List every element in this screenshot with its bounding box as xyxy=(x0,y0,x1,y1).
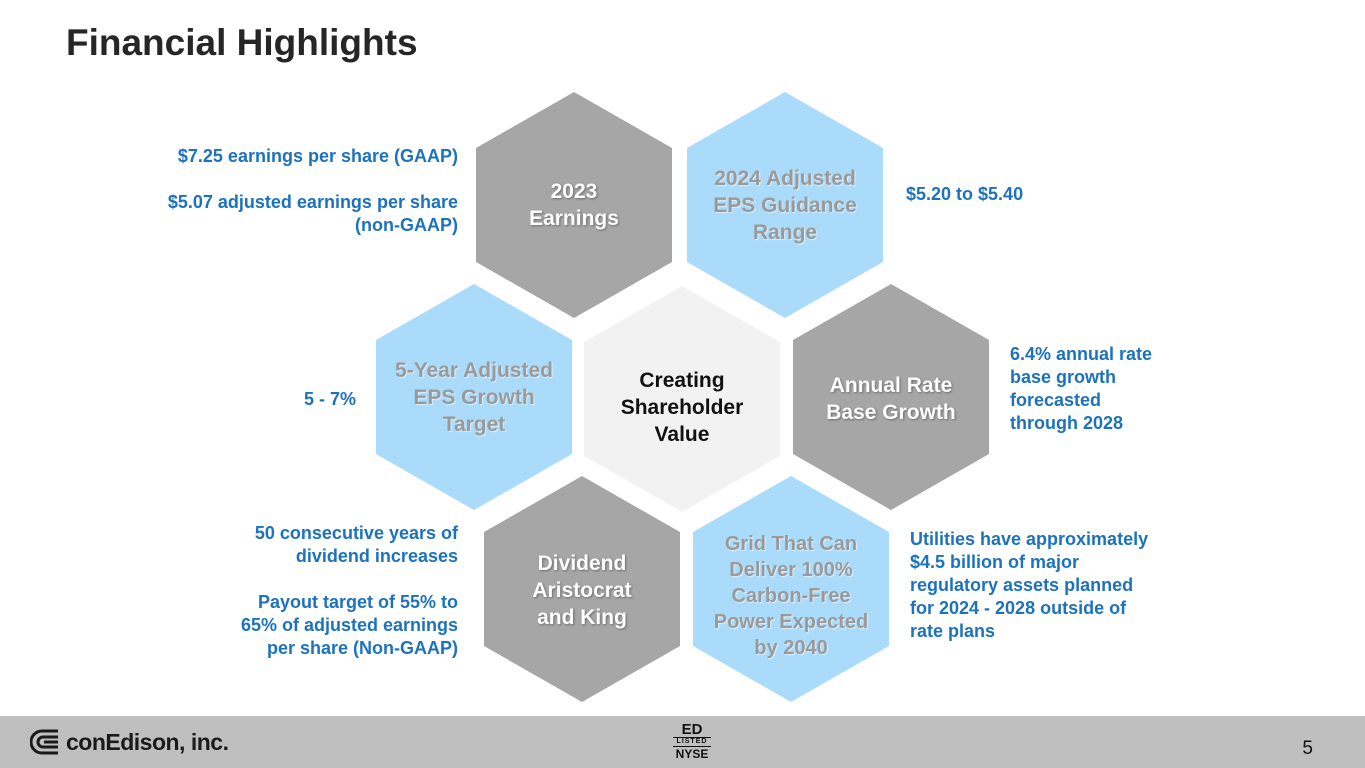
hex-label-rate-base-growth: Annual Rate Base Growth xyxy=(826,374,956,424)
nyse-listed-badge: ED LISTED NYSE xyxy=(673,722,711,761)
note-eps-growth: 5 - 7% xyxy=(250,388,356,411)
note-regulatory-text: Utilities have approximately $4.5 billio… xyxy=(910,529,1149,641)
note-dividend: 50 consecutive years of dividend increas… xyxy=(160,522,458,660)
note-guidance: $5.20 to $5.40 xyxy=(906,183,1023,206)
hex-grid xyxy=(693,476,889,702)
footer-bar: conEdison, inc. ED LISTED NYSE 5 xyxy=(0,716,1365,768)
hex-label-2024-guidance: 2024 Adjusted EPS Guidance Range xyxy=(713,166,857,244)
page-title: Financial Highlights xyxy=(66,22,418,63)
nyse-name: NYSE xyxy=(675,747,709,761)
hex-2024-guidance xyxy=(687,92,883,318)
note-rate-base-text: 6.4% annual rate base growth forecasted … xyxy=(1010,344,1153,433)
hex-label-grid: Grid That Can Deliver 100% Carbon-Free P… xyxy=(713,533,869,659)
hex-label-dividend: Dividend Aristocrat and King xyxy=(532,551,632,629)
note-rate-base: 6.4% annual rate base growth forecasted … xyxy=(1010,343,1152,435)
hex-dividend xyxy=(484,476,680,702)
note-2023-earnings: $7.25 earnings per share (GAAP) $5.07 ad… xyxy=(110,145,458,237)
hexagon-diagram xyxy=(376,92,989,702)
hex-label-center: Creating Shareholder Value xyxy=(620,368,744,446)
note-payout: Payout target of 55% to 65% of adjusted … xyxy=(240,592,458,658)
page-number: 5 xyxy=(1302,738,1313,759)
note-earnings-adjusted: $5.07 adjusted earnings per share (non-G… xyxy=(167,192,458,235)
hex-label-2023-earnings: 2023 Earnings xyxy=(529,180,619,230)
hex-eps-growth-target xyxy=(376,284,572,510)
con-edison-c-icon xyxy=(30,729,58,755)
logo-text: conEdison, inc. xyxy=(66,728,229,755)
hex-center xyxy=(584,286,780,512)
nyse-listed-label: LISTED xyxy=(673,737,711,747)
nyse-ticker: ED xyxy=(681,721,703,738)
hex-rate-base-growth xyxy=(793,284,989,510)
note-regulatory: Utilities have approximately $4.5 billio… xyxy=(910,528,1148,643)
con-edison-logo: conEdison, inc. xyxy=(30,728,229,756)
note-dividend-years: 50 consecutive years of dividend increas… xyxy=(254,523,458,566)
hex-2023-earnings xyxy=(476,92,672,318)
note-eps-growth-text: 5 - 7% xyxy=(303,389,356,409)
note-earnings-gaap: $7.25 earnings per share (GAAP) xyxy=(177,146,458,166)
hex-label-eps-growth-target: 5-Year Adjusted EPS Growth Target xyxy=(395,358,553,436)
note-guidance-text: $5.20 to $5.40 xyxy=(906,184,1024,204)
